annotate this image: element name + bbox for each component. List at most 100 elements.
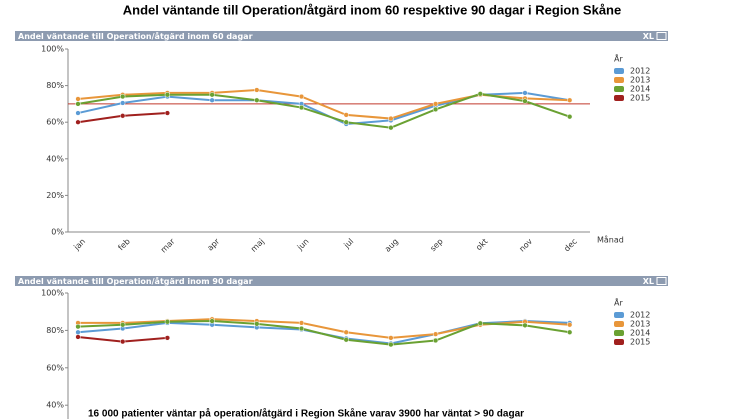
x-tick-label: jun xyxy=(295,237,311,253)
x-tick-label: aug xyxy=(383,237,400,254)
y-tick-label: 60% xyxy=(46,363,64,372)
legend-swatch xyxy=(614,312,624,318)
panel-header xyxy=(15,31,668,41)
x-tick-label: dec xyxy=(562,237,579,254)
data-point xyxy=(522,98,528,104)
legend-label: 2015 xyxy=(630,338,650,347)
header-icon[interactable] xyxy=(656,32,667,40)
legend-swatch xyxy=(614,330,624,336)
data-point xyxy=(254,97,260,103)
data-point xyxy=(164,110,171,116)
data-point xyxy=(75,329,81,335)
data-point xyxy=(298,104,305,111)
data-point xyxy=(432,106,439,113)
y-tick-label: 80% xyxy=(46,81,64,90)
x-tick-label: jan xyxy=(71,237,87,253)
data-point xyxy=(75,324,81,330)
legend-title: År xyxy=(614,297,623,308)
legend-swatch xyxy=(614,86,624,92)
data-point xyxy=(75,96,81,102)
data-point xyxy=(164,335,171,341)
header-button[interactable]: XL xyxy=(643,32,654,41)
data-point xyxy=(567,114,573,120)
data-point xyxy=(388,341,394,348)
footnote-bg xyxy=(80,407,746,419)
data-point xyxy=(432,101,439,107)
x-tick-label: mar xyxy=(159,236,177,254)
data-point xyxy=(343,337,349,343)
y-tick-label: 0% xyxy=(51,228,64,237)
y-tick-label: 80% xyxy=(46,326,64,335)
series-line xyxy=(77,92,571,129)
data-point xyxy=(432,337,439,344)
charts: Andel väntande till Operation/åtgärd ino… xyxy=(15,31,668,419)
data-point xyxy=(75,101,81,107)
series-line xyxy=(77,91,570,126)
data-point xyxy=(120,113,126,119)
legend-label: 2012 xyxy=(630,67,650,76)
y-tick-label: 100% xyxy=(41,45,64,54)
data-point xyxy=(388,115,394,122)
data-point xyxy=(567,97,573,103)
legend-label: 2014 xyxy=(630,329,650,338)
data-point xyxy=(75,119,81,125)
data-point xyxy=(477,320,483,326)
data-point xyxy=(343,329,349,335)
x-tick-label: sep xyxy=(428,237,444,253)
panel-header xyxy=(15,276,668,286)
legend-label: 2013 xyxy=(630,76,650,85)
data-point xyxy=(209,97,215,103)
data-point xyxy=(254,321,260,327)
x-tick-label: maj xyxy=(249,237,266,254)
header-icon[interactable] xyxy=(656,277,667,285)
data-point xyxy=(388,335,394,341)
legend-label: 2012 xyxy=(630,311,650,320)
x-tick-label: jul xyxy=(342,237,356,251)
legend-label: 2015 xyxy=(630,94,650,103)
data-point xyxy=(432,331,439,337)
legend-swatch xyxy=(614,95,624,101)
legend-swatch xyxy=(614,68,624,74)
page-title: Andel väntande till Operation/åtgärd ino… xyxy=(123,2,621,17)
data-point xyxy=(477,91,483,97)
legend-swatch xyxy=(614,77,624,83)
data-point xyxy=(343,112,349,118)
x-tick-label: apr xyxy=(206,236,222,252)
data-point xyxy=(298,320,305,326)
x-tick-label: okt xyxy=(474,237,489,252)
series-line xyxy=(77,320,570,346)
legend-label: 2013 xyxy=(630,320,650,329)
x-tick-label: nov xyxy=(517,237,534,254)
data-point xyxy=(388,125,394,131)
data-point xyxy=(209,318,215,324)
data-point xyxy=(209,92,215,98)
data-point xyxy=(567,322,573,328)
data-point xyxy=(254,87,260,93)
panel-title: Andel väntande till Operation/åtgärd ino… xyxy=(18,276,253,286)
data-point xyxy=(120,338,126,345)
data-point xyxy=(120,322,126,328)
data-point xyxy=(522,90,528,96)
data-point xyxy=(120,93,126,100)
data-point xyxy=(298,325,305,332)
x-tick-label: feb xyxy=(116,237,131,252)
data-point xyxy=(298,93,305,100)
legend-swatch xyxy=(614,339,624,345)
y-tick-label: 100% xyxy=(41,289,64,298)
y-tick-label: 40% xyxy=(46,401,64,410)
legend-label: 2014 xyxy=(630,85,650,94)
legend-title: År xyxy=(614,53,623,64)
data-point xyxy=(567,329,573,335)
x-axis-label: Månad xyxy=(597,235,624,245)
y-tick-label: 20% xyxy=(46,191,64,200)
y-tick-label: 40% xyxy=(46,154,64,163)
header-button[interactable]: XL xyxy=(643,277,654,286)
legend-swatch xyxy=(614,321,624,327)
data-point xyxy=(343,119,349,125)
data-point xyxy=(522,322,528,329)
data-point xyxy=(75,334,81,340)
y-tick-label: 60% xyxy=(46,118,64,127)
data-point xyxy=(164,92,171,98)
panel-title: Andel väntande till Operation/åtgärd ino… xyxy=(18,31,253,41)
